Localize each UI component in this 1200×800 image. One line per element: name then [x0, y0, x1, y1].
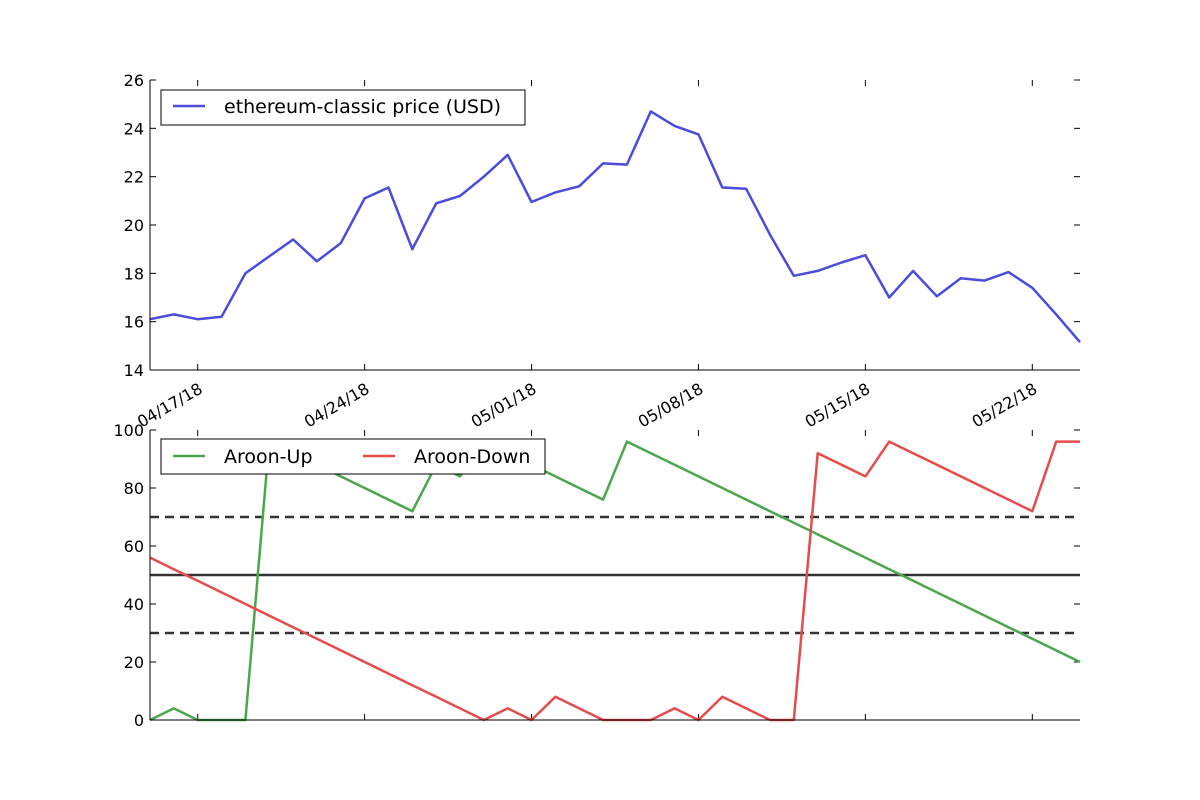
- price-legend-box: [160, 89, 526, 126]
- price-y-tick-label: 20: [124, 216, 144, 235]
- aroon-y-tick-label: 40: [124, 595, 144, 614]
- aroon-y-tick-label: 80: [124, 479, 144, 498]
- price-y-tick-label: 22: [124, 168, 144, 187]
- aroon-legend-label-up: Aroon-Up: [224, 446, 313, 468]
- aroon-y-tick-label: 0: [134, 711, 144, 730]
- price-legend-label: ethereum-classic price (USD): [224, 96, 501, 118]
- price-series-line-1: [149, 110, 1081, 344]
- aroon-y-tick-label: 60: [124, 537, 144, 556]
- aroon-y-tick-label: 20: [124, 653, 144, 672]
- price-legend: ethereum-classic price (USD): [160, 89, 526, 126]
- price-y-tick-label: 16: [124, 313, 144, 332]
- price-y-tick-label: 26: [124, 71, 144, 90]
- price-y-tick-label: 14: [124, 361, 144, 380]
- price-y-tick-label: 24: [124, 119, 144, 138]
- aroon-legend-label-down: Aroon-Down: [414, 446, 530, 468]
- aroon-y-tick-label: 100: [113, 421, 144, 440]
- aroon-legend: Aroon-Up Aroon-Down: [160, 438, 546, 475]
- price-y-tick-label: 18: [124, 264, 144, 283]
- aroon-chart: 0 20 40 60 80 100 Aroon-Up Aroon-Down: [113, 421, 1081, 730]
- aroon-legend-box: [160, 438, 546, 475]
